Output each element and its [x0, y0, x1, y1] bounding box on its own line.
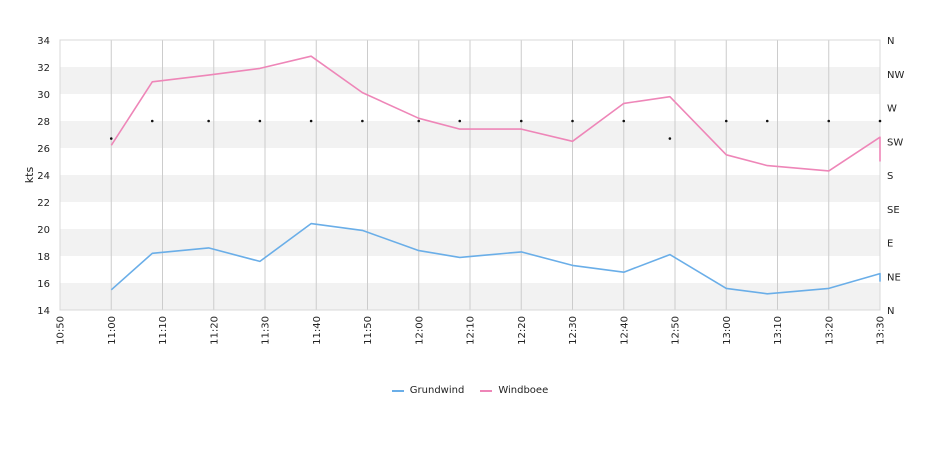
direction-marker	[519, 119, 523, 123]
y-tick-label: 20	[37, 225, 50, 236]
y-axis-label: kts	[23, 167, 36, 184]
plot-frame	[59, 39, 881, 311]
direction-tick-label: N	[887, 36, 894, 47]
direction-marker	[765, 119, 769, 123]
legend-label: Grundwind	[409, 385, 465, 396]
x-tick-label: 13:00	[722, 316, 733, 345]
legend-item-grundwind[interactable]: Grundwind	[391, 385, 465, 396]
direction-tick-label: SW	[887, 137, 903, 148]
x-tick-label: 12:30	[568, 316, 579, 345]
y-tick-label: 30	[37, 90, 50, 101]
x-tick-label: 12:50	[671, 316, 682, 345]
x-tick-label: 11:40	[312, 316, 323, 345]
x-tick-label: 12:00	[414, 316, 425, 345]
x-tick-label: 13:10	[773, 316, 784, 345]
direction-axis-ticks: N NW W SW S SE E NE N	[887, 36, 904, 317]
plot-border	[59, 39, 881, 311]
direction-marker	[207, 119, 210, 123]
direction-marker	[827, 119, 831, 123]
direction-tick-label: NW	[887, 70, 904, 81]
x-tick-label: 13:30	[876, 316, 887, 345]
x-tick-label: 11:00	[107, 316, 118, 345]
direction-marker	[258, 119, 262, 123]
series-line-grundwind	[110, 222, 881, 295]
y-tick-label: 16	[37, 279, 50, 290]
direction-marker	[109, 137, 113, 140]
y-tick-label: 26	[37, 144, 50, 155]
x-tick-label: 13:20	[824, 316, 835, 345]
legend-swatch	[391, 389, 404, 392]
y-axis-ticks: 14 16 18 20 22 24 26 28 30 32 34	[37, 36, 50, 317]
y-tick-label: 18	[37, 252, 50, 263]
direction-marker	[458, 119, 462, 123]
series-line-windboee	[110, 55, 881, 172]
y-tick-label: 22	[37, 198, 50, 209]
x-tick-label: 11:30	[261, 316, 272, 345]
x-tick-label: 12:20	[517, 316, 528, 345]
direction-tick-label: SE	[887, 205, 900, 216]
y-tick-label: 32	[37, 63, 50, 74]
direction-marker	[724, 119, 728, 123]
direction-tick-label: E	[887, 239, 893, 250]
x-tick-label: 12:10	[466, 316, 477, 345]
direction-marker	[361, 119, 364, 123]
y-tick-label: 24	[37, 171, 50, 182]
legend-label: Windboee	[498, 385, 549, 396]
direction-marker	[622, 119, 626, 123]
direction-marker	[571, 119, 574, 123]
direction-tick-label: W	[887, 104, 897, 115]
direction-marker	[878, 119, 882, 123]
x-tick-label: 11:50	[363, 316, 374, 345]
y-tick-label: 28	[37, 117, 50, 128]
x-tick-label: 11:10	[158, 316, 169, 345]
legend-item-windboee[interactable]: Windboee	[480, 385, 548, 396]
x-axis-ticks: 10:50 11:00 11:10 11:20 11:30 11:40 11:50 12:00…	[56, 316, 887, 345]
x-tick-label: 11:20	[209, 316, 220, 345]
series-lines	[110, 55, 881, 295]
direction-markers	[109, 119, 882, 140]
direction-marker	[150, 119, 154, 123]
y-tick-label: 34	[37, 36, 50, 47]
direction-tick-label: NE	[887, 272, 901, 283]
legend-swatch	[480, 389, 493, 392]
legend: Grundwind Windboee	[0, 385, 940, 396]
direction-marker	[417, 119, 421, 123]
direction-tick-label: N	[887, 306, 894, 317]
x-tick-label: 10:50	[56, 316, 67, 345]
direction-tick-label: S	[887, 171, 893, 182]
direction-marker	[668, 137, 672, 140]
y-tick-label: 14	[37, 306, 50, 317]
direction-marker	[309, 119, 313, 123]
x-tick-label: 12:40	[619, 316, 630, 345]
